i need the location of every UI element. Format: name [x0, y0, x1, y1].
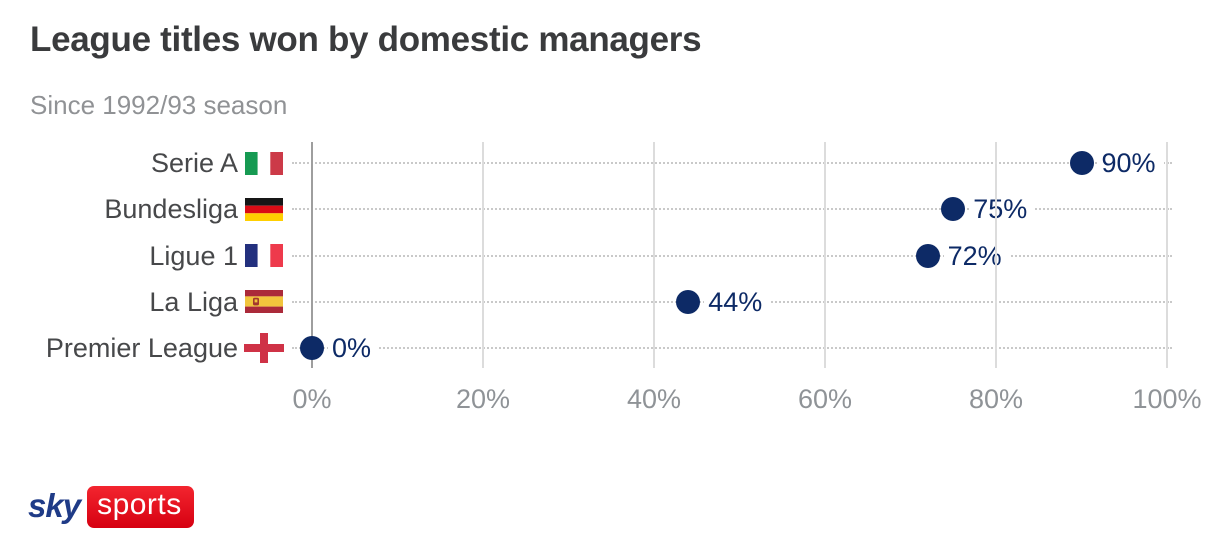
grid-line-vertical [824, 142, 826, 368]
grid-line-vertical [995, 142, 997, 368]
category-label: Serie A [150, 148, 238, 178]
data-dot [300, 336, 324, 360]
row-dotted-line [292, 162, 1172, 164]
grid-line-vertical [482, 142, 484, 368]
row-dotted-line [292, 254, 1172, 257]
value-label: 72% [943, 239, 1010, 272]
data-dot [941, 197, 966, 222]
category-label: Ligue 1 [149, 240, 238, 271]
x-tick-label: 60% [797, 384, 853, 414]
x-tick-label: 0% [292, 384, 332, 414]
value-label: 0% [328, 332, 380, 364]
row-dotted-line [292, 347, 1172, 349]
grid-line-vertical [1166, 142, 1168, 368]
grid-line-vertical [653, 142, 655, 368]
sports-logo-badge: sports [87, 486, 194, 528]
value-label: 44% [704, 285, 771, 318]
category-label: Bundesliga [104, 194, 238, 225]
data-dot [676, 289, 701, 314]
germany-flag-icon [245, 197, 283, 221]
page-title: League titles won by domestic managers [30, 20, 702, 59]
value-label: 75% [969, 193, 1036, 226]
x-tick-label: 80% [968, 384, 1024, 414]
x-tick-label: 100% [1132, 384, 1202, 414]
data-dot [1069, 151, 1094, 175]
value-label: 90% [1097, 147, 1164, 179]
x-tick-label: 40% [626, 384, 682, 414]
spain-flag-icon [245, 290, 283, 314]
italy-flag-icon [245, 151, 283, 175]
data-dot [915, 243, 940, 268]
chart-subtitle: Since 1992/93 season [30, 90, 288, 120]
category-label: Premier League [45, 333, 238, 363]
row-dotted-line [292, 208, 1172, 211]
sky-logo-text: sky [28, 486, 81, 524]
category-label: La Liga [149, 286, 238, 317]
england-flag-icon [244, 333, 284, 363]
france-flag-icon [245, 244, 283, 267]
sky-sports-logo: sky sports [28, 486, 194, 528]
x-tick-label: 20% [455, 384, 511, 414]
axis-line [311, 142, 313, 368]
